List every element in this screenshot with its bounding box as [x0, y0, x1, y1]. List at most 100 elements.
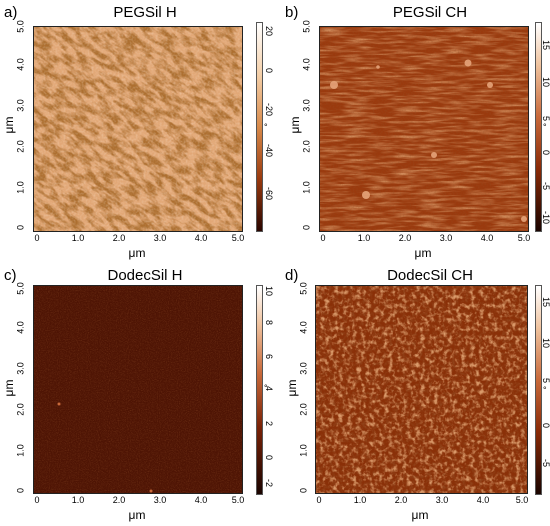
y-tick: 5.0: [301, 20, 312, 33]
x-tick: 3.0: [435, 495, 449, 505]
panel-title: DodecSil CH: [387, 267, 473, 284]
y-tick: 0: [298, 488, 309, 494]
panel-letter: c): [4, 267, 17, 284]
y-tick: 0: [15, 488, 26, 494]
panel-title: PEGSil CH: [392, 4, 468, 21]
panel-letter: d): [285, 267, 299, 284]
colorbar-tick: 0: [264, 455, 274, 461]
colorbar-tick: 0: [264, 68, 274, 74]
afm-image: [33, 26, 243, 232]
y-tick: 4.0: [15, 321, 26, 334]
colorbar-tick: -60: [264, 187, 274, 201]
colorbar: [535, 285, 542, 495]
x-tick: 5.0: [517, 233, 531, 243]
colorbar-unit: °: [543, 122, 547, 132]
colorbar-unit: °: [264, 383, 268, 393]
colorbar-tick: -5: [541, 182, 550, 191]
x-axis-label: μm: [128, 508, 146, 522]
y-tick: 5.0: [15, 20, 26, 33]
x-tick: 2.0: [398, 233, 412, 243]
panel-c: c) DodecSil H 0 1.0 2.0 3.0 4.0 5.0 μm 0…: [0, 263, 275, 526]
y-tick: 5.0: [298, 282, 309, 295]
colorbar-tick: 0: [541, 150, 550, 156]
y-tick: 0: [301, 225, 312, 231]
colorbar-tick: -5: [541, 459, 550, 468]
y-tick: 4.0: [301, 58, 312, 71]
afm-image: [319, 26, 529, 232]
colorbar-unit: °: [264, 122, 268, 132]
x-axis-label: μm: [414, 246, 432, 260]
x-tick: 5.0: [231, 233, 245, 243]
y-tick: 4.0: [15, 58, 26, 71]
y-tick: 2.0: [15, 403, 26, 416]
panel-a: a) PEGSil H 0 1.0 2.0 3.0 4.0 5.0 μm: [0, 0, 275, 263]
colorbar: [535, 22, 542, 232]
surface-particles: [330, 59, 527, 222]
colorbar-tick: 8: [264, 320, 274, 326]
colorbar-tick: 2: [264, 421, 274, 427]
x-axis-label: μm: [411, 508, 429, 522]
colorbar-tick: 15: [541, 40, 550, 51]
colorbar-unit: °: [543, 385, 547, 395]
panel-b: b) PEGSil CH: [275, 0, 550, 263]
y-tick: 2.0: [298, 403, 309, 416]
x-tick: 5.0: [231, 495, 245, 505]
colorbar-tick: 0: [541, 423, 550, 429]
afm-image: [315, 285, 528, 494]
x-tick: 0: [34, 233, 40, 243]
colorbar-tick: 5: [541, 378, 550, 384]
panel-letter: b): [285, 4, 299, 21]
x-tick: 3.0: [153, 495, 167, 505]
panel-d: d) DodecSil CH 0 1.0 2.0 3.0 4.0 5.0 μm …: [275, 263, 550, 526]
y-tick: 0: [15, 225, 26, 231]
afm-texture: [316, 286, 527, 493]
surface-particle: [149, 489, 153, 493]
x-tick: 0: [320, 233, 326, 243]
x-tick: 3.0: [153, 233, 167, 243]
x-tick: 0: [316, 495, 322, 505]
y-axis-label: μm: [2, 116, 16, 134]
x-tick: 1.0: [71, 495, 85, 505]
x-tick: 1.0: [353, 495, 367, 505]
y-tick: 1.0: [15, 181, 26, 194]
colorbar-tick: 5: [541, 116, 550, 122]
y-tick: 1.0: [298, 444, 309, 457]
y-tick: 2.0: [301, 140, 312, 153]
y-tick: 3.0: [15, 99, 26, 112]
colorbar: [256, 22, 263, 232]
afm-image: [33, 285, 243, 494]
x-tick: 3.0: [439, 233, 453, 243]
colorbar-tick: 15: [541, 297, 550, 308]
x-tick: 5.0: [515, 495, 529, 505]
colorbar-tick: 6: [264, 354, 274, 360]
y-tick: 1.0: [15, 444, 26, 457]
x-axis-label: μm: [128, 246, 146, 260]
x-tick: 0: [34, 495, 40, 505]
colorbar-tick: 10: [541, 77, 550, 88]
colorbar-tick: 10: [541, 338, 550, 349]
colorbar-tick: -2: [264, 479, 274, 488]
y-axis-label: μm: [288, 116, 302, 134]
colorbar-tick: -20: [264, 103, 274, 117]
x-tick: 4.0: [194, 495, 208, 505]
panel-letter: a): [4, 4, 18, 21]
y-axis-label: μm: [2, 379, 16, 397]
panel-title: DodecSil H: [107, 267, 183, 284]
afm-texture: [34, 286, 242, 493]
x-tick: 4.0: [194, 233, 208, 243]
x-tick: 1.0: [71, 233, 85, 243]
colorbar-tick: 20: [264, 26, 274, 37]
afm-texture: [34, 27, 242, 231]
colorbar-tick: 10: [264, 286, 274, 297]
colorbar: [256, 285, 263, 495]
y-tick: 3.0: [15, 362, 26, 375]
x-tick: 2.0: [112, 495, 126, 505]
x-tick: 1.0: [357, 233, 371, 243]
y-tick: 3.0: [301, 99, 312, 112]
y-tick: 2.0: [15, 140, 26, 153]
surface-particle: [57, 402, 61, 406]
x-tick: 4.0: [480, 233, 494, 243]
afm-texture: [320, 27, 528, 231]
y-tick: 4.0: [298, 321, 309, 334]
panel-title: PEGSil H: [113, 4, 177, 21]
